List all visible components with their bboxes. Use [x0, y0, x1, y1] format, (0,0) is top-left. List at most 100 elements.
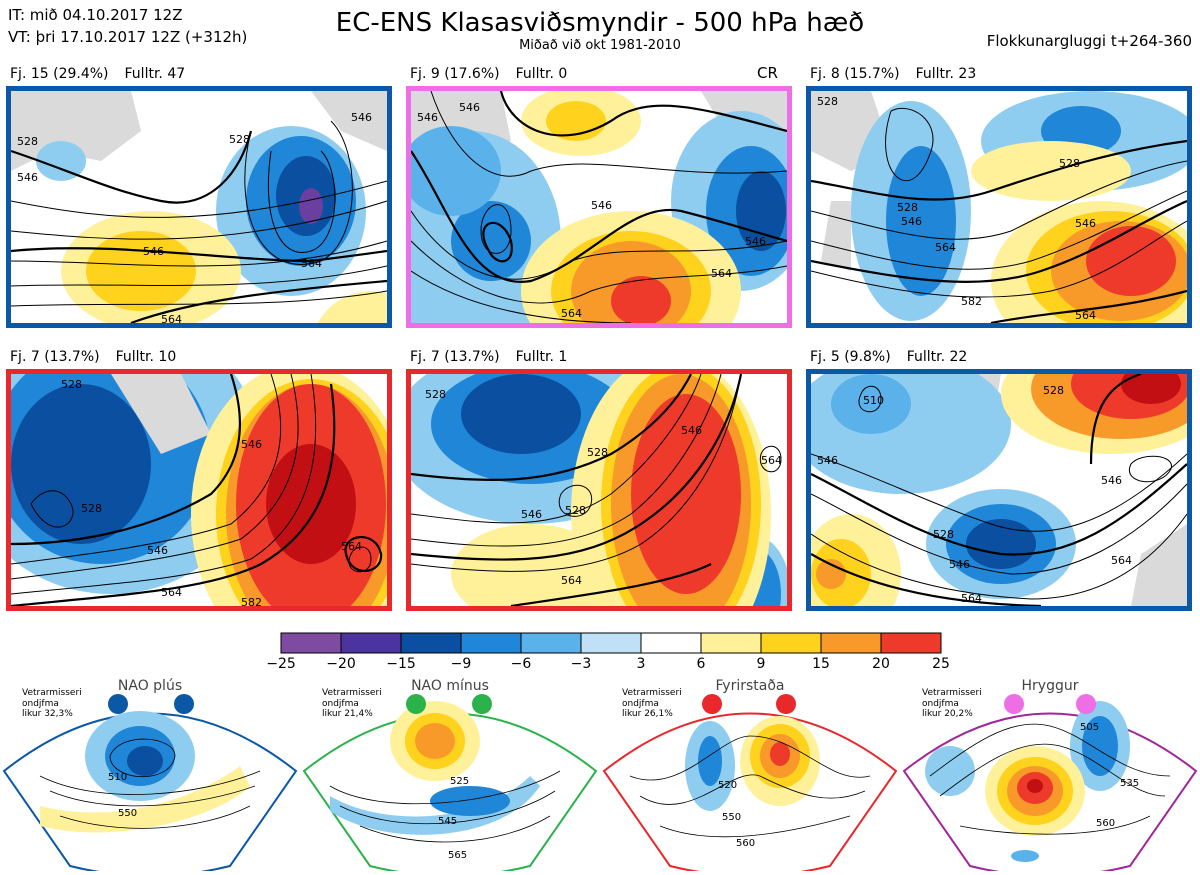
regime-ridge: 505 535 560 Hryggur Vetrarmisseri ondjfma… — [900, 676, 1200, 875]
svg-text:564: 564 — [161, 586, 182, 599]
colorbar-cell — [580, 632, 642, 654]
svg-text:510: 510 — [863, 394, 884, 407]
initial-time: IT: mið 04.10.2017 12Z — [8, 6, 183, 24]
panel-label-2: Fj. 9 (17.6%) Fulltr. 0 — [410, 66, 568, 82]
svg-text:510: 510 — [108, 772, 127, 783]
svg-text:550: 550 — [722, 812, 741, 823]
colorbar-tick: −20 — [326, 656, 356, 672]
svg-text:546: 546 — [1101, 474, 1122, 487]
svg-text:546: 546 — [1075, 217, 1096, 230]
contour-labels: 528 546 528 546 546 564 564 — [17, 111, 372, 323]
contour-labels: 528 528 528 546 546 564 582 564 — [817, 95, 1096, 322]
svg-text:546: 546 — [591, 199, 612, 212]
contour-labels: 528 528 546 546 564 564 582 — [61, 378, 362, 606]
colorbar-tick: −3 — [570, 656, 592, 672]
colorbar-cell — [400, 632, 462, 654]
panel-label-5: Fj. 7 (13.7%) Fulltr. 1 — [410, 349, 568, 365]
svg-text:528: 528 — [425, 388, 446, 401]
svg-text:564: 564 — [561, 574, 582, 587]
svg-text:528: 528 — [1059, 157, 1080, 170]
colorbar-cell — [520, 632, 582, 654]
svg-text:535: 535 — [1120, 778, 1139, 789]
regime-nao-plus-svg: 510 550 — [2, 694, 298, 875]
svg-text:546: 546 — [745, 235, 766, 248]
regime-nao-minus: 525 545 565 NAO mínus Vetrarmisseri ondjf… — [300, 676, 600, 875]
svg-text:564: 564 — [711, 267, 732, 280]
cluster-map-1: 528 546 528 546 546 564 564 — [6, 86, 392, 328]
valid-time: VT: þri 17.10.2017 12Z (+312h) — [8, 28, 248, 46]
classification-window: Flokkunargluggi t+264-360 — [986, 32, 1192, 50]
contour-labels: 528 528 528 546 546 564 564 — [425, 388, 782, 587]
colorbar-tick: −6 — [510, 656, 532, 672]
colorbar-cell — [460, 632, 522, 654]
regime-ridge-svg: 505 535 560 — [902, 694, 1198, 875]
header-info: IT: mið 04.10.2017 12Z VT: þri 17.10.201… — [8, 4, 247, 48]
svg-text:546: 546 — [521, 508, 542, 521]
colorbar-cell — [820, 632, 882, 654]
cluster-map-2-svg: 546 546 546 546 564 564 — [411, 91, 787, 323]
svg-text:564: 564 — [961, 592, 982, 605]
svg-text:528: 528 — [897, 201, 918, 214]
colorbar-cell — [700, 632, 762, 654]
regime-title: NAO mínus — [411, 678, 489, 694]
regime-nao-minus-svg: 525 545 565 — [302, 694, 598, 875]
cluster-map-5: 528 528 528 546 546 564 564 — [406, 369, 792, 611]
regime-note: Vetrarmisseri ondjfma likur 32,3% — [22, 688, 82, 719]
svg-text:564: 564 — [1075, 309, 1096, 322]
colorbar — [280, 632, 942, 654]
cluster-map-2: 546 546 546 546 564 564 — [406, 86, 792, 328]
regime-title: Fyrirstaða — [715, 678, 785, 694]
page-subtitle: Miðað við okt 1981-2010 — [519, 38, 681, 53]
colorbar-tick: 25 — [932, 656, 950, 672]
svg-text:564: 564 — [561, 307, 582, 320]
regime-title: Hryggur — [1021, 678, 1079, 694]
svg-text:528: 528 — [229, 133, 250, 146]
colorbar-tick: 6 — [696, 656, 706, 672]
panel-label-4: Fj. 7 (13.7%) Fulltr. 10 — [10, 349, 177, 365]
svg-text:545: 545 — [438, 816, 457, 827]
svg-text:546: 546 — [147, 544, 168, 557]
svg-text:564: 564 — [1111, 554, 1132, 567]
svg-text:528: 528 — [61, 378, 82, 391]
cluster-map-5-svg: 528 528 528 546 546 564 564 — [411, 374, 787, 606]
cluster-map-6: 510 528 528 546 546 546 564 564 — [806, 369, 1192, 611]
svg-text:520: 520 — [718, 780, 737, 791]
colorbar-cells — [280, 632, 942, 654]
colorbar-cell — [640, 632, 702, 654]
svg-text:546: 546 — [817, 454, 838, 467]
cluster-map-3-svg: 528 528 528 546 546 564 582 564 — [811, 91, 1187, 323]
colorbar-tick: 15 — [812, 656, 830, 672]
colorbar-tick: 3 — [636, 656, 646, 672]
cluster-map-4-svg: 528 528 546 546 564 564 582 — [11, 374, 387, 606]
svg-text:564: 564 — [301, 257, 322, 270]
cluster-map-4: 528 528 546 546 564 564 582 — [6, 369, 392, 611]
svg-text:560: 560 — [1096, 818, 1115, 829]
svg-text:528: 528 — [81, 502, 102, 515]
svg-text:564: 564 — [341, 540, 362, 553]
svg-text:546: 546 — [143, 245, 164, 258]
svg-text:528: 528 — [933, 528, 954, 541]
svg-text:564: 564 — [161, 313, 182, 323]
colorbar-tick: 9 — [756, 656, 766, 672]
cluster-map-1-svg: 528 546 528 546 546 564 564 — [11, 91, 387, 323]
svg-text:546: 546 — [417, 111, 438, 124]
svg-text:528: 528 — [1043, 384, 1064, 397]
contour-labels: 546 546 546 546 564 564 — [417, 101, 766, 320]
svg-text:528: 528 — [587, 446, 608, 459]
colorbar-cell — [280, 632, 342, 654]
svg-text:546: 546 — [17, 171, 38, 184]
panel-label-3: Fj. 8 (15.7%) Fulltr. 23 — [810, 66, 977, 82]
svg-text:582: 582 — [961, 295, 982, 308]
svg-text:564: 564 — [761, 454, 782, 467]
svg-text:564: 564 — [935, 241, 956, 254]
svg-text:546: 546 — [459, 101, 480, 114]
svg-text:565: 565 — [448, 850, 467, 861]
contour-labels: 510 528 528 546 546 546 564 564 — [817, 384, 1132, 605]
regime-note: Vetrarmisseri ondjfma likur 26,1% — [622, 688, 682, 719]
svg-text:505: 505 — [1080, 722, 1099, 733]
svg-text:528: 528 — [817, 95, 838, 108]
svg-text:546: 546 — [901, 215, 922, 228]
colorbar-cell — [340, 632, 402, 654]
svg-text:546: 546 — [351, 111, 372, 124]
regime-title: NAO plús — [117, 678, 183, 694]
